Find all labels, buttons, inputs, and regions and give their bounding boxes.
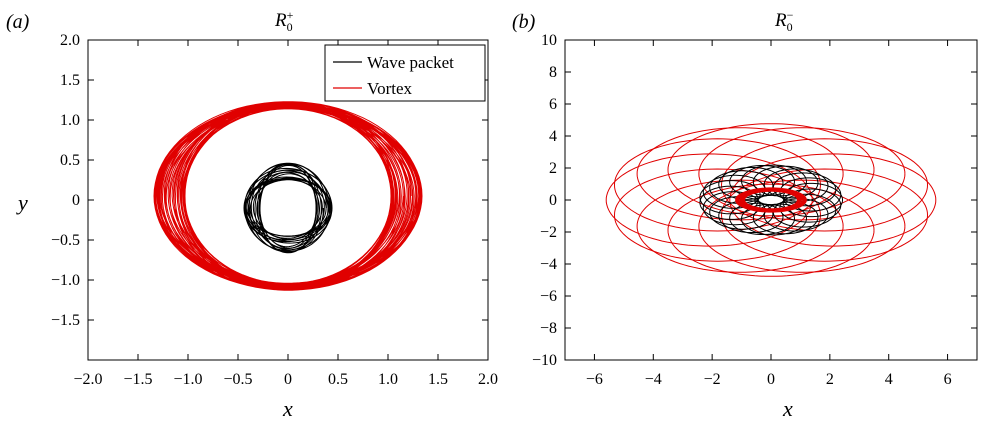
x-tick-label-b: −6 <box>586 371 603 388</box>
vortex-loop-b <box>636 179 844 273</box>
y-tick-label-b: 2 <box>549 160 557 177</box>
x-tick-label-b: 0 <box>767 371 775 388</box>
vortex-loop-b <box>613 138 821 232</box>
x-tick-label-b: −2 <box>704 371 721 388</box>
ticks-a: −2.0 −1.5 −1.0 −0.5 0 0.5 1.0 1.5 2.0 2.0 1.5 1.0 0.… <box>51 32 498 388</box>
panel-label-b: (b) <box>512 11 536 33</box>
vortex-loop-b <box>613 168 821 262</box>
y-tick-label-b: 0 <box>549 192 557 209</box>
y-tick-label-b: −6 <box>540 288 557 305</box>
title-a: R0+ <box>274 8 294 34</box>
wave-packet-trajectory-a <box>243 162 333 254</box>
y-axis-label-a: y <box>16 190 28 215</box>
title-a-sub: 0 <box>287 20 293 34</box>
title-b-sup: − <box>787 8 794 22</box>
vortex-trajectory-a <box>153 101 423 291</box>
y-tick-label-a: 0.5 <box>60 152 80 169</box>
x-axis-label-a: x <box>282 396 293 421</box>
legend-box <box>324 44 486 102</box>
y-tick-label-b: 4 <box>549 128 557 145</box>
x-tick-label-a: −0.5 <box>223 371 252 388</box>
y-tick-label-b: −10 <box>532 352 557 369</box>
x-tick-label-b: 4 <box>885 371 893 388</box>
plot-area-b <box>605 123 937 277</box>
y-tick-label-a: −1.0 <box>51 272 80 289</box>
vortex-loop-b <box>720 138 928 232</box>
legend-label-wave-packet: Wave packet <box>367 53 454 72</box>
vortex-loop-b <box>605 153 813 247</box>
y-tick-label-a: 1.5 <box>60 72 80 89</box>
x-tick-label-a: 0.5 <box>328 371 348 388</box>
y-tick-label-a: 0 <box>72 192 80 209</box>
y-tick-label-b: 8 <box>549 64 557 81</box>
panel-a: (a) R0+ y x −2.0 −1.5 −1.0 −0.5 0 0.5 1.0 1.5 2.… <box>6 8 498 421</box>
x-tick-label-a: 2.0 <box>478 371 498 388</box>
x-tick-label-a: −1.5 <box>123 371 152 388</box>
y-tick-label-a: 1.0 <box>60 112 80 129</box>
title-b: R0− <box>774 8 794 34</box>
y-tick-label-b: −8 <box>540 320 557 337</box>
y-tick-label-b: −4 <box>540 256 557 273</box>
x-tick-label-a: 0 <box>284 371 292 388</box>
vortex-loop-b <box>729 153 937 247</box>
x-tick-label-b: −4 <box>645 371 662 388</box>
y-tick-label-a: 2.0 <box>60 32 80 49</box>
y-tick-label-a: −1.5 <box>51 312 80 329</box>
title-b-main: R <box>774 10 787 31</box>
vortex-loop-b <box>720 168 928 262</box>
x-tick-label-a: 1.0 <box>378 371 398 388</box>
vortex-loop-b <box>698 127 906 221</box>
panel-label-a: (a) <box>6 11 30 33</box>
vortex-loop-b <box>698 179 906 273</box>
title-a-main: R <box>274 10 287 31</box>
vortex-inner-ring-b <box>735 187 807 213</box>
y-tick-label-a: −0.5 <box>51 232 80 249</box>
y-tick-label-b: 6 <box>549 96 557 113</box>
x-tick-label-b: 6 <box>944 371 952 388</box>
ticks-b: −6 −4 −2 0 2 4 6 10 8 6 4 2 0 −2 −4 −6 −8 −10 <box>532 32 977 388</box>
y-tick-label-b: 10 <box>541 32 557 49</box>
x-axis-label-b: x <box>782 396 793 421</box>
x-tick-label-a: 1.5 <box>428 371 448 388</box>
y-tick-label-b: −2 <box>540 224 557 241</box>
x-tick-label-b: 2 <box>826 371 834 388</box>
axes-frame-b <box>564 39 978 361</box>
legend-label-vortex: Vortex <box>367 79 413 98</box>
x-tick-label-a: −2.0 <box>73 371 102 388</box>
title-b-sub: 0 <box>787 20 793 34</box>
vortex-loop-b <box>636 127 844 221</box>
legend: Wave packet Vortex <box>324 44 486 102</box>
wave-packet-trajectory-b <box>699 164 843 236</box>
x-tick-label-a: −1.0 <box>173 371 202 388</box>
plot-area-a <box>153 101 423 291</box>
title-a-sup: + <box>287 8 294 22</box>
